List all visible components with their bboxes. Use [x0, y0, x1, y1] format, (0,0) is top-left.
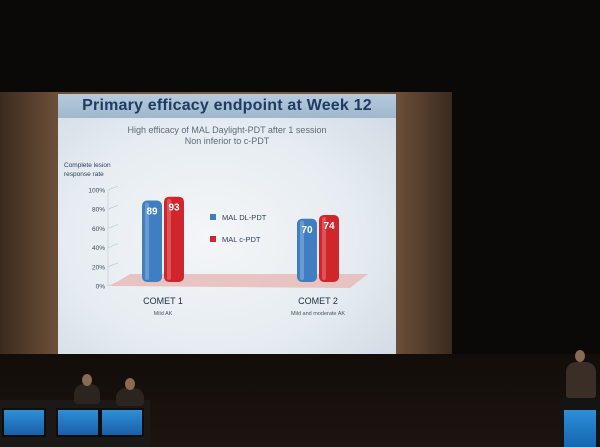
bar-dl-pdt: [297, 218, 317, 282]
bar-c-pdt: [164, 196, 184, 282]
category-label: COMET 1: [143, 296, 183, 306]
legend-swatch-red: [210, 236, 216, 242]
bar-dl-pdt: [142, 200, 162, 282]
gridline-diagonal: [107, 185, 119, 191]
category-label: COMET 2: [298, 296, 338, 306]
desk-monitor: [2, 408, 46, 437]
bar-highlight: [145, 202, 149, 280]
speaker-head: [575, 350, 585, 362]
slide-subtitle-2: Non inferior to c-PDT: [184, 136, 270, 146]
legend-label: MAL DL-PDT: [222, 212, 267, 222]
legend-item-c-pdt: MAL c-PDT: [210, 228, 266, 250]
legend-label: MAL c-PDT: [222, 234, 261, 244]
speaker: [566, 362, 596, 398]
bar-highlight: [167, 198, 171, 280]
data-label: 89: [146, 207, 158, 218]
y-tick-label: 60%: [92, 226, 105, 233]
data-label: 93: [168, 203, 180, 214]
panelist: [74, 384, 100, 404]
bar-highlight: [322, 216, 326, 280]
panelist-head: [125, 378, 135, 390]
gridline-diagonal: [107, 204, 119, 210]
gridline-diagonal: [107, 224, 119, 229]
data-label: 70: [301, 225, 313, 236]
gridline-diagonal: [107, 262, 119, 268]
panelist-head: [82, 374, 92, 386]
gridline-diagonal: [107, 243, 119, 248]
y-tick-label: 40%: [92, 245, 105, 252]
presentation-slide: Primary efficacy endpoint at Week 12 Hig…: [58, 94, 396, 355]
slide-subtitle: High efficacy of MAL Daylight-PDT after …: [127, 125, 327, 135]
legend-item-dl-pdt: MAL DL-PDT: [210, 206, 266, 228]
y-tick-label: 20%: [92, 264, 105, 271]
slide-title: Primary efficacy endpoint at Week 12: [58, 94, 396, 118]
y-axis-label: Complete lesion: [64, 162, 111, 169]
y-tick-label: 80%: [92, 207, 105, 214]
bar-highlight: [300, 220, 304, 280]
desk-monitor: [100, 408, 144, 437]
chart-legend: MAL DL-PDT MAL c-PDT: [210, 206, 266, 250]
category-sublabel: Mild AK: [154, 311, 173, 317]
desk-monitor: [56, 408, 100, 437]
y-tick-label: 0%: [96, 284, 106, 291]
legend-swatch-blue: [210, 214, 216, 220]
podium-screen: [564, 410, 596, 447]
y-tick-label: 100%: [88, 188, 105, 195]
data-label: 74: [323, 221, 335, 232]
bar-chart: Complete lesion response rate 100% 80% 60% 40…: [64, 162, 368, 317]
y-axis-label: response rate: [64, 171, 104, 178]
panelist: [116, 388, 144, 406]
bar-c-pdt: [319, 214, 339, 282]
category-sublabel: Mild and moderate AK: [291, 311, 345, 317]
